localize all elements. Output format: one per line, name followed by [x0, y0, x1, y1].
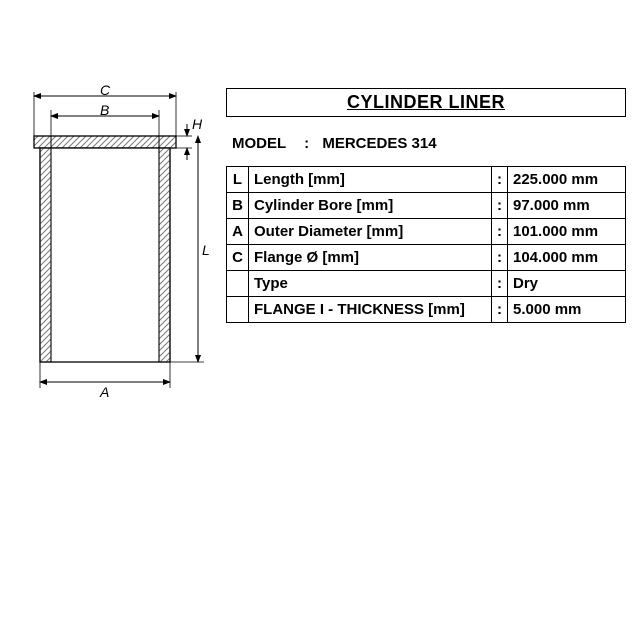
spec-colon: : [492, 245, 508, 271]
dim-a-label: A [100, 384, 109, 400]
spec-label: Flange Ø [mm] [249, 245, 492, 271]
spec-symbol [227, 271, 249, 297]
dim-h-label: H [192, 116, 202, 132]
spec-colon: : [492, 167, 508, 193]
model-value: MERCEDES 314 [322, 135, 436, 152]
spec-row: AOuter Diameter [mm]:101.000 mm [227, 219, 626, 245]
model-colon: : [304, 135, 318, 152]
title-box: CYLINDER LINER [226, 88, 626, 117]
spec-colon: : [492, 219, 508, 245]
spec-label: Cylinder Bore [mm] [249, 193, 492, 219]
spec-label: Length [mm] [249, 167, 492, 193]
spec-value: Dry [508, 271, 626, 297]
spec-label: FLANGE I - THICKNESS [mm] [249, 297, 492, 323]
model-row: MODEL : MERCEDES 314 [232, 135, 626, 152]
spec-colon: : [492, 297, 508, 323]
spec-value: 104.000 mm [508, 245, 626, 271]
spec-row: LLength [mm]:225.000 mm [227, 167, 626, 193]
info-panel: CYLINDER LINER MODEL : MERCEDES 314 LLen… [226, 88, 626, 323]
spec-label: Type [249, 271, 492, 297]
spec-symbol: L [227, 167, 249, 193]
spec-symbol: A [227, 219, 249, 245]
spec-label: Outer Diameter [mm] [249, 219, 492, 245]
liner-drawing: C B H L A [14, 88, 214, 398]
spec-symbol: C [227, 245, 249, 271]
spec-row: FLANGE I - THICKNESS [mm]:5.000 mm [227, 297, 626, 323]
spec-value: 5.000 mm [508, 297, 626, 323]
dim-l-label: L [202, 242, 210, 258]
spec-value: 225.000 mm [508, 167, 626, 193]
model-label: MODEL [232, 135, 300, 152]
dim-c-label: C [100, 82, 110, 98]
spec-row: BCylinder Bore [mm]:97.000 mm [227, 193, 626, 219]
spec-colon: : [492, 271, 508, 297]
spec-value: 101.000 mm [508, 219, 626, 245]
spec-symbol [227, 297, 249, 323]
spec-table: LLength [mm]:225.000 mmBCylinder Bore [m… [226, 166, 626, 323]
dim-b-label: B [100, 102, 109, 118]
spec-symbol: B [227, 193, 249, 219]
spec-row: CFlange Ø [mm]:104.000 mm [227, 245, 626, 271]
spec-colon: : [492, 193, 508, 219]
spec-row: Type:Dry [227, 271, 626, 297]
spec-value: 97.000 mm [508, 193, 626, 219]
